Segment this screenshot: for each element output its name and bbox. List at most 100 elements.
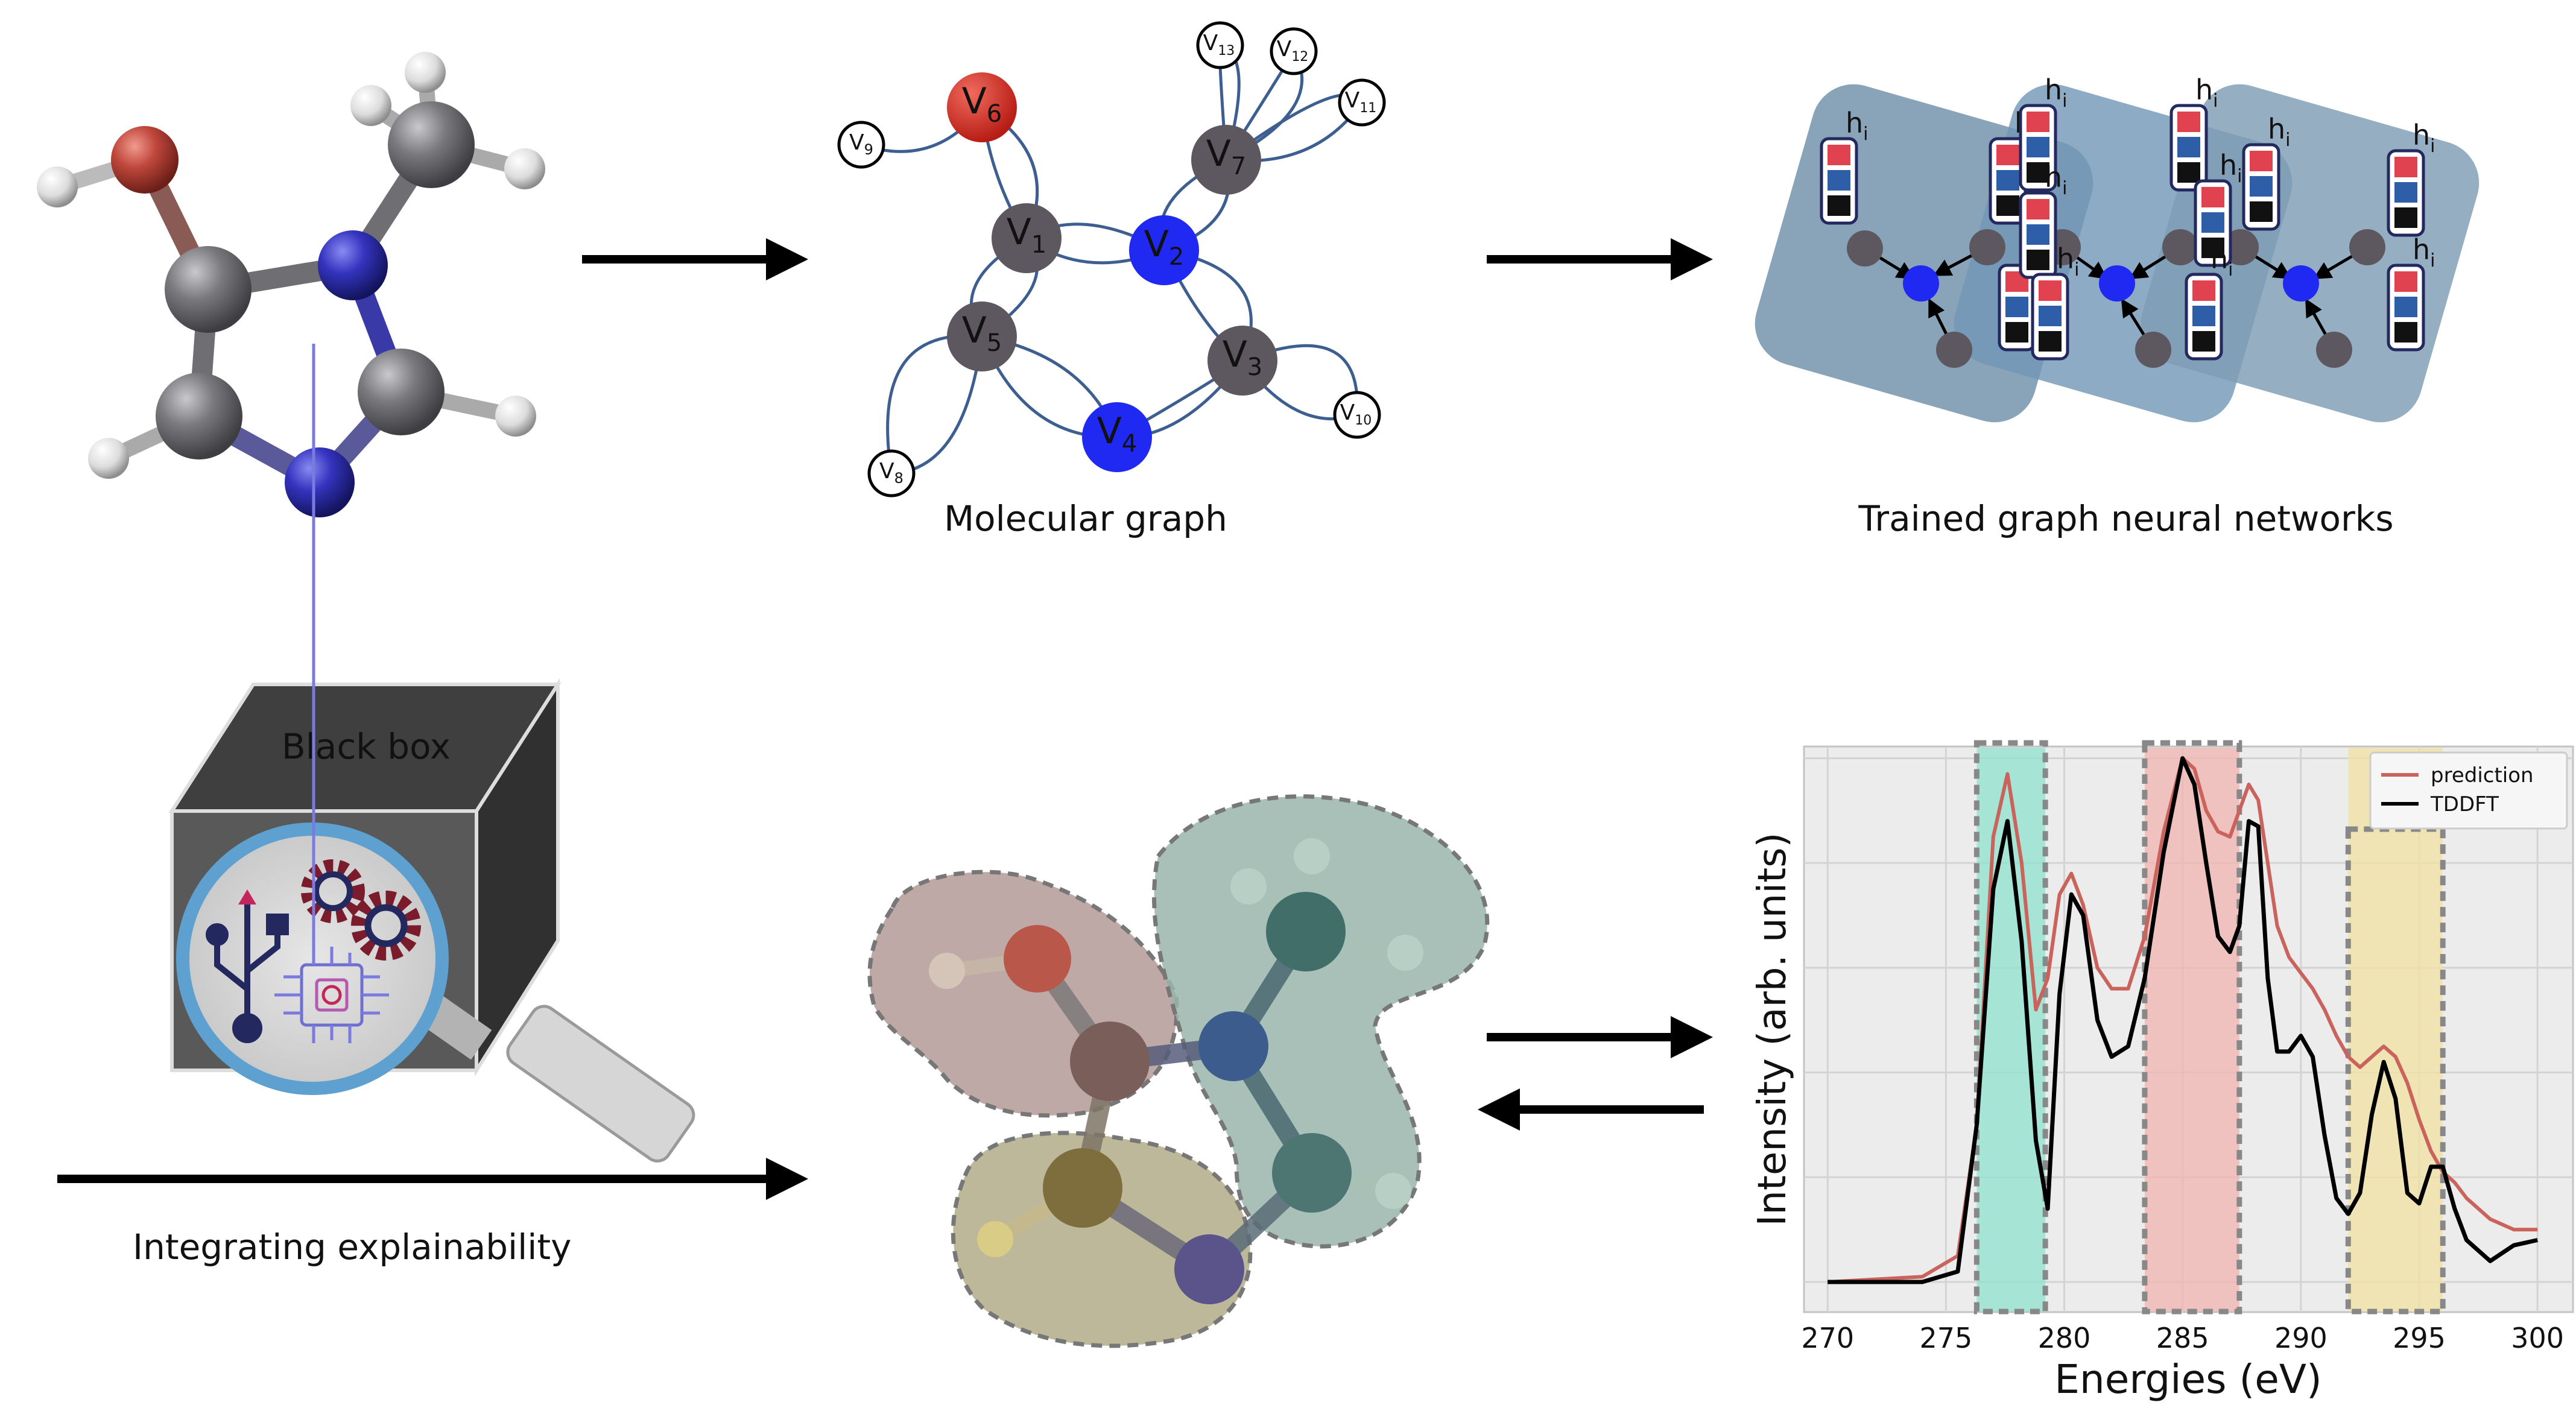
oxygen-atom [111, 126, 179, 194]
caption-explainability: Integrating explainability [133, 1226, 571, 1268]
graph-node-v3: V3 [1207, 326, 1277, 396]
caption-trained-gnn: Trained graph neural networks [1858, 498, 2393, 539]
carbon-atom [1272, 1133, 1352, 1213]
svg-text:hi: hi [2057, 242, 2080, 280]
highlight-regions [1973, 740, 2446, 1315]
svg-text:hi: hi [2195, 74, 2218, 112]
svg-text:hi: hi [2210, 242, 2233, 280]
carbon-atom [1266, 892, 1346, 971]
hydrogen-atom [1230, 868, 1267, 904]
nitrogen-atom [285, 447, 355, 517]
graph-node-v13: V13 [1196, 21, 1244, 69]
x-tick-label: 280 [2038, 1322, 2091, 1354]
attribution-region-green [1152, 794, 1490, 1249]
black-box-label: Black box [282, 726, 451, 767]
graph-node-v7: V7 [1191, 125, 1261, 195]
svg-text:hi: hi [2268, 113, 2291, 151]
svg-text:hi: hi [2413, 233, 2435, 271]
message-passing-cluster [1847, 229, 2005, 368]
svg-text:V5: V5 [962, 309, 1002, 357]
oxygen-atom [1004, 925, 1071, 993]
highlight-region-border [1973, 740, 2048, 1315]
message-passing-cluster [2045, 229, 2198, 368]
hydrogen-atom [88, 438, 129, 479]
series-line-tddft [1828, 756, 2538, 1284]
y-axis-label: Intensity (arb. units) [1750, 832, 1795, 1226]
carbon-atom [388, 101, 475, 188]
graph-node-v11: V11 [1338, 78, 1386, 127]
x-tick-label: 285 [2156, 1322, 2209, 1354]
graph-node-v5: V5 [947, 301, 1017, 371]
legend-label: prediction [2431, 763, 2534, 788]
x-tick-label: 290 [2274, 1322, 2328, 1354]
svg-text:V11: V11 [1345, 88, 1377, 116]
x-tick-labels: 270 275 280 285 290 295 300 [1801, 1322, 2564, 1354]
carbon-atom [1070, 1021, 1150, 1101]
hydrogen-atom [37, 166, 78, 207]
gear-icon [301, 859, 365, 923]
hydrogen-atom [977, 1221, 1013, 1257]
svg-text:V8: V8 [879, 459, 903, 487]
usb-icon [206, 889, 289, 1043]
highlight-region-fill [2144, 748, 2239, 1312]
spectrum-chart: 270 275 280 285 290 295 300 Energies (eV) Inte… [1750, 740, 2574, 1403]
graph-node-v12: V12 [1270, 27, 1318, 75]
legend-label: TDDFT [2430, 792, 2499, 816]
graph-node-v1: V1 [992, 203, 1062, 273]
hydrogen-atom [350, 85, 391, 126]
attribution-region-yellow [951, 1131, 1253, 1348]
feature-vector: hi [2242, 113, 2291, 231]
svg-text:V2: V2 [1144, 223, 1185, 271]
hydrogen-atom [1387, 935, 1423, 971]
graph-node-v10: V10 [1333, 391, 1381, 439]
hydrogen-atom [405, 52, 446, 93]
molecule-3d [37, 52, 545, 517]
svg-text:hi: hi [1846, 107, 1869, 145]
nitrogen-atom [1174, 1234, 1244, 1304]
svg-text:hi: hi [2045, 74, 2068, 112]
caption-molecular-graph: Molecular graph [944, 498, 1227, 539]
x-axis-label: Energies (eV) [2054, 1356, 2322, 1403]
hydrogen-atom [495, 396, 536, 437]
feature-vector: hi [2387, 119, 2435, 237]
feature-vector: hi [2194, 149, 2242, 267]
x-tick-label: 300 [2511, 1322, 2564, 1354]
carbon-atom [165, 246, 252, 333]
svg-text:V4: V4 [1097, 410, 1138, 458]
svg-text:V6: V6 [962, 80, 1002, 128]
svg-text:V3: V3 [1223, 333, 1263, 381]
carbon-atom [156, 373, 242, 459]
graph-node-v4: V4 [1082, 402, 1152, 472]
feature-vector: hi [2031, 242, 2080, 361]
highlight-region-border [2142, 740, 2242, 1315]
x-tick-label: 270 [1801, 1322, 1854, 1354]
graph-node-v6: V6 [947, 72, 1017, 142]
svg-text:V1: V1 [1007, 211, 1047, 259]
feature-vector: hi [2185, 242, 2233, 361]
x-tick-label: 295 [2393, 1322, 2446, 1354]
svg-text:V7: V7 [1206, 133, 1247, 180]
feature-vector: hi [2019, 74, 2068, 192]
gear-icon [351, 891, 421, 961]
magnifier-handle [506, 1005, 695, 1163]
feature-vector: hi [1820, 107, 1869, 225]
carbon-atom [358, 349, 445, 435]
svg-text:hi: hi [2413, 119, 2435, 157]
explained-molecule [867, 794, 1490, 1348]
hydrogen-atom [929, 953, 965, 989]
chip-icon [274, 344, 389, 1043]
black-box: Black box [168, 344, 695, 1163]
nitrogen-atom [318, 230, 388, 300]
hydrogen-atom [1294, 838, 1330, 874]
graph-node-v8: V8 [867, 449, 916, 497]
hydrogen-atom [504, 148, 545, 189]
svg-text:hi: hi [2045, 161, 2068, 199]
series-line-prediction [1828, 756, 2538, 1284]
feature-vector: hi [2169, 74, 2218, 192]
hydrogen-atom [1375, 1173, 1411, 1209]
x-tick-label: 275 [1919, 1322, 1972, 1354]
svg-text:V13: V13 [1203, 31, 1235, 58]
gnn-panels: hihihihihihihihihihihihi [1755, 74, 2479, 423]
svg-text:hi: hi [2220, 149, 2242, 187]
